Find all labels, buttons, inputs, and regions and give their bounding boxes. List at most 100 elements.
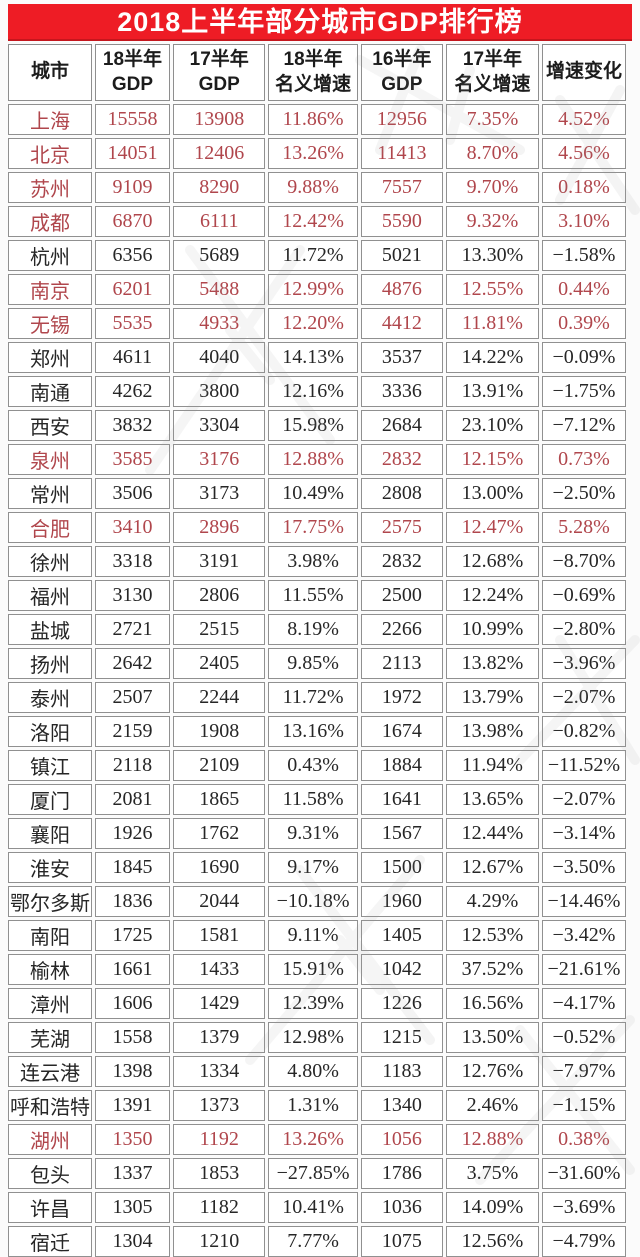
cell-gdp16: 1340 <box>360 1090 443 1122</box>
cell-gr18: 14.13% <box>268 342 358 374</box>
cell-gr18: 1.31% <box>268 1090 358 1122</box>
cell-gr18: 10.41% <box>268 1192 358 1224</box>
cell-gdp17: 1865 <box>173 784 266 816</box>
cell-gdp16: 2832 <box>360 444 443 476</box>
table-row: 南通 4262 3800 12.16% 3336 13.91% −1.75% <box>8 376 626 408</box>
cell-gr18: 7.77% <box>268 1226 358 1257</box>
cell-city: 南通 <box>8 376 92 408</box>
cell-gdp17: 2405 <box>173 648 266 680</box>
cell-gr17: 12.55% <box>445 274 539 306</box>
cell-gdp16: 2808 <box>360 478 443 510</box>
cell-gdp16: 1674 <box>360 716 443 748</box>
cell-chg: 0.44% <box>541 274 626 306</box>
cell-gdp18: 4262 <box>95 376 170 408</box>
cell-city: 洛阳 <box>8 716 92 748</box>
cell-gdp18: 1836 <box>95 886 170 918</box>
cell-gdp18: 1661 <box>95 954 170 986</box>
cell-gdp18: 1845 <box>95 852 170 884</box>
cell-gdp17: 4933 <box>173 308 266 340</box>
cell-city: 盐城 <box>8 614 92 646</box>
cell-gdp17: 3304 <box>173 410 266 442</box>
cell-gr18: 12.98% <box>268 1022 358 1054</box>
cell-gdp18: 1391 <box>95 1090 170 1122</box>
column-header-gdp18: 18半年 GDP <box>95 44 170 102</box>
table-row: 淮安 1845 1690 9.17% 1500 12.67% −3.50% <box>8 852 626 884</box>
cell-gdp18: 3318 <box>95 546 170 578</box>
cell-city: 湖州 <box>8 1124 92 1156</box>
cell-gr17: 12.24% <box>445 580 539 612</box>
cell-gdp16: 1641 <box>360 784 443 816</box>
table-row: 扬州 2642 2405 9.85% 2113 13.82% −3.96% <box>8 648 626 680</box>
table-row: 泰州 2507 2244 11.72% 1972 13.79% −2.07% <box>8 682 626 714</box>
table-header: 城市 18半年 GDP 17半年GDP 18半年 名义增速 16半年 GDP 17半年 名… <box>8 44 626 102</box>
cell-gr17: 37.52% <box>445 954 539 986</box>
cell-gdp17: 1379 <box>173 1022 266 1054</box>
cell-gdp16: 1972 <box>360 682 443 714</box>
cell-gdp17: 3176 <box>173 444 266 476</box>
cell-gdp18: 5535 <box>95 308 170 340</box>
cell-gr17: 13.82% <box>445 648 539 680</box>
cell-gdp16: 2684 <box>360 410 443 442</box>
cell-gr17: 10.99% <box>445 614 539 646</box>
cell-gr17: 12.56% <box>445 1226 539 1257</box>
cell-city: 徐州 <box>8 546 92 578</box>
cell-gdp17: 1690 <box>173 852 266 884</box>
cell-gdp17: 8290 <box>173 172 266 204</box>
cell-chg: −4.17% <box>541 988 626 1020</box>
cell-gr18: 13.16% <box>268 716 358 748</box>
cell-gr18: 0.43% <box>268 750 358 782</box>
cell-city: 福州 <box>8 580 92 612</box>
cell-chg: −8.70% <box>541 546 626 578</box>
cell-gdp17: 1182 <box>173 1192 266 1224</box>
cell-gdp16: 2575 <box>360 512 443 544</box>
cell-gr18: 4.80% <box>268 1056 358 1088</box>
cell-chg: −4.79% <box>541 1226 626 1257</box>
cell-city: 包头 <box>8 1158 92 1190</box>
cell-chg: −0.52% <box>541 1022 626 1054</box>
cell-gdp18: 1725 <box>95 920 170 952</box>
table-row: 泉州 3585 3176 12.88% 2832 12.15% 0.73% <box>8 444 626 476</box>
table-row: 福州 3130 2806 11.55% 2500 12.24% −0.69% <box>8 580 626 612</box>
table-row: 无锡 5535 4933 12.20% 4412 11.81% 0.39% <box>8 308 626 340</box>
cell-gdp16: 1056 <box>360 1124 443 1156</box>
cell-gdp18: 2081 <box>95 784 170 816</box>
cell-gdp17: 1429 <box>173 988 266 1020</box>
cell-gdp17: 1373 <box>173 1090 266 1122</box>
cell-gr17: 23.10% <box>445 410 539 442</box>
cell-chg: −0.09% <box>541 342 626 374</box>
table-row: 西安 3832 3304 15.98% 2684 23.10% −7.12% <box>8 410 626 442</box>
cell-chg: −7.12% <box>541 410 626 442</box>
table-row: 苏州 9109 8290 9.88% 7557 9.70% 0.18% <box>8 172 626 204</box>
cell-gr18: 9.17% <box>268 852 358 884</box>
cell-city: 榆林 <box>8 954 92 986</box>
table-row: 芜湖 1558 1379 12.98% 1215 13.50% −0.52% <box>8 1022 626 1054</box>
cell-city: 上海 <box>8 104 92 136</box>
table-row: 包头 1337 1853 −27.85% 1786 3.75% −31.60% <box>8 1158 626 1190</box>
cell-gr17: 13.00% <box>445 478 539 510</box>
cell-gr18: 11.58% <box>268 784 358 816</box>
cell-gdp16: 1884 <box>360 750 443 782</box>
cell-gdp17: 3173 <box>173 478 266 510</box>
cell-gr18: 13.26% <box>268 1124 358 1156</box>
cell-gr17: 8.70% <box>445 138 539 170</box>
cell-gr17: 13.79% <box>445 682 539 714</box>
cell-gdp16: 4412 <box>360 308 443 340</box>
cell-gdp17: 1192 <box>173 1124 266 1156</box>
cell-gr18: 17.75% <box>268 512 358 544</box>
gdp-table: 城市 18半年 GDP 17半年GDP 18半年 名义增速 16半年 GDP 17半年 名… <box>5 41 629 1257</box>
cell-gr17: 12.53% <box>445 920 539 952</box>
cell-chg: −11.52% <box>541 750 626 782</box>
cell-gdp17: 6111 <box>173 206 266 238</box>
cell-chg: −21.61% <box>541 954 626 986</box>
cell-gr17: 2.46% <box>445 1090 539 1122</box>
cell-gdp18: 1305 <box>95 1192 170 1224</box>
cell-gr17: 13.30% <box>445 240 539 272</box>
cell-gr18: 11.86% <box>268 104 358 136</box>
column-header-gr18: 18半年 名义增速 <box>268 44 358 102</box>
cell-gdp17: 1210 <box>173 1226 266 1257</box>
cell-chg: −2.07% <box>541 784 626 816</box>
cell-city: 鄂尔多斯 <box>8 886 92 918</box>
cell-gr18: 12.88% <box>268 444 358 476</box>
cell-gdp18: 1558 <box>95 1022 170 1054</box>
